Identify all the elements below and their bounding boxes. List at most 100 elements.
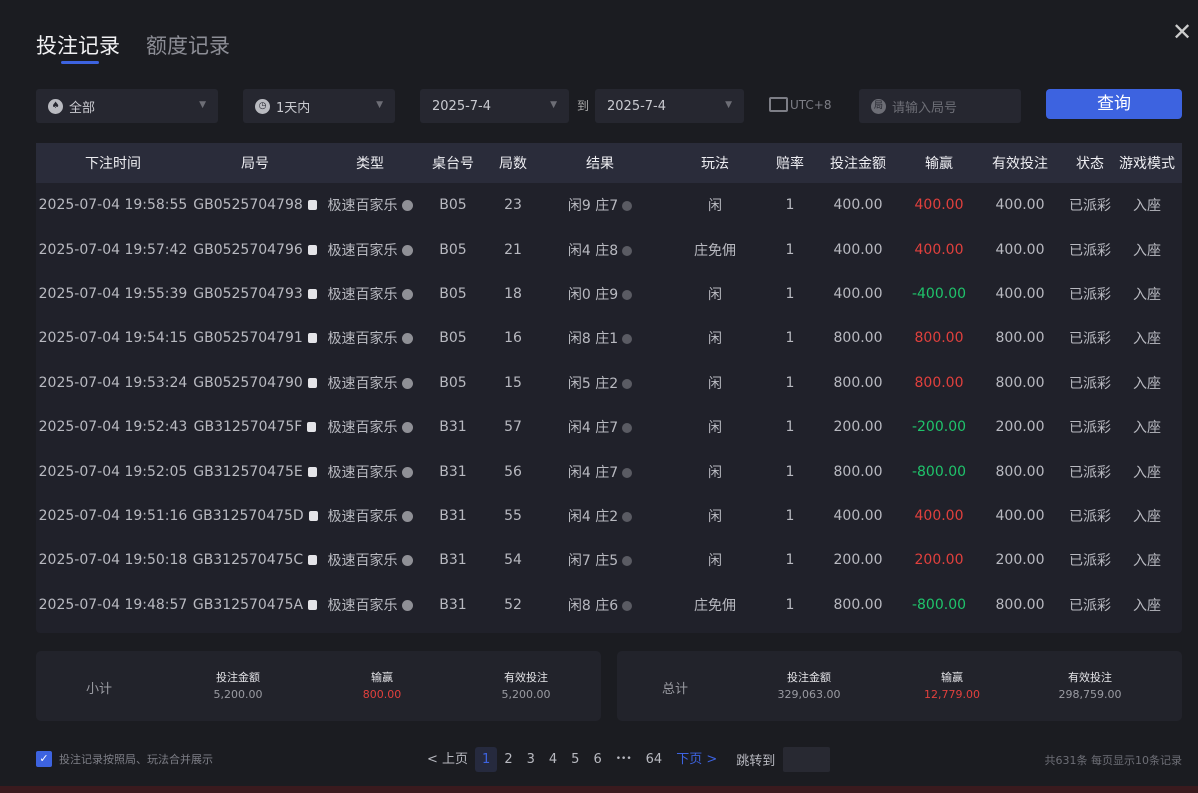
cell-text: 800.00 xyxy=(833,596,883,613)
copy-icon[interactable] xyxy=(308,555,318,566)
timezone-label: UTC+8 xyxy=(790,97,832,112)
cell-text: 1 xyxy=(785,596,795,613)
cell-12: 入座 xyxy=(1112,227,1182,271)
cell-12: 入座 xyxy=(1112,583,1182,627)
page-button[interactable]: 5 xyxy=(571,752,580,767)
cell-6: 闲 xyxy=(660,361,770,405)
chevron-down-icon: ▼ xyxy=(725,100,732,110)
prev-page-button[interactable]: < 上页 xyxy=(427,752,469,767)
page-button[interactable]: 1 xyxy=(475,747,498,772)
next-page-button[interactable]: 下页 > xyxy=(676,752,718,767)
copy-icon[interactable] xyxy=(307,333,317,344)
copy-icon[interactable] xyxy=(307,422,317,433)
cell-9: -400.00 xyxy=(906,272,972,316)
copy-icon[interactable] xyxy=(307,288,317,299)
result-info-icon[interactable] xyxy=(622,423,633,434)
cell-11: 已派彩 xyxy=(1068,316,1112,360)
game-info-icon[interactable] xyxy=(401,244,413,256)
copy-icon[interactable] xyxy=(308,599,318,610)
chevron-down-icon: ▼ xyxy=(199,100,206,110)
cell-text: B31 xyxy=(439,552,467,569)
cell-12: 入座 xyxy=(1112,405,1182,449)
jump-page-input[interactable] xyxy=(783,747,831,772)
cell-text: B31 xyxy=(439,596,467,613)
copy-icon[interactable] xyxy=(307,466,317,477)
timezone: UTC+8 xyxy=(769,97,831,112)
result-info-icon[interactable] xyxy=(622,245,633,256)
tab-bet-records[interactable]: 投注记录 xyxy=(36,30,120,64)
cell-5: 闲4 庄7 xyxy=(540,405,660,449)
result-info-icon[interactable] xyxy=(622,289,633,300)
cell-text: 1 xyxy=(785,330,795,347)
cell-5: 闲8 庄6 xyxy=(540,583,660,627)
cell-text: GB312570475C xyxy=(192,552,304,569)
total-bet-label: 投注金额 xyxy=(787,671,831,684)
page-button[interactable]: 3 xyxy=(526,752,535,767)
result-info-icon[interactable] xyxy=(622,378,633,389)
game-info-icon[interactable] xyxy=(401,377,413,389)
record-summary: 共631条 每页显示10条记录 xyxy=(1044,754,1183,767)
result-info-icon[interactable] xyxy=(622,511,633,522)
tab-credit-records[interactable]: 额度记录 xyxy=(146,34,230,58)
page-button[interactable]: 64 xyxy=(645,752,663,767)
range-select-value: 1天内 xyxy=(276,100,311,116)
game-info-icon[interactable] xyxy=(401,555,413,567)
cell-text: 入座 xyxy=(1133,331,1161,348)
cell-text: 极速百家乐 xyxy=(327,597,398,614)
game-info-icon[interactable] xyxy=(401,200,413,212)
game-info-icon[interactable] xyxy=(401,466,413,478)
game-select[interactable]: ♠ 全部 ▼ xyxy=(36,89,218,123)
range-select[interactable]: ◷ 1天内 ▼ xyxy=(243,89,395,123)
copy-icon[interactable] xyxy=(308,510,318,521)
copy-icon[interactable] xyxy=(307,377,317,388)
cell-text: 1 xyxy=(785,374,795,391)
cell-3: B05 xyxy=(420,227,486,271)
cell-10: 800.00 xyxy=(972,361,1068,405)
cell-text: 闲 xyxy=(708,375,722,392)
round-input[interactable]: 局请输入局号 xyxy=(859,89,1021,123)
cell-8: 400.00 xyxy=(810,227,906,271)
cell-6: 闲 xyxy=(660,494,770,538)
page-button[interactable]: ••• xyxy=(615,754,632,764)
result-info-icon[interactable] xyxy=(622,334,633,345)
cell-text: 已派彩 xyxy=(1069,508,1111,525)
result-info-icon[interactable] xyxy=(622,467,633,478)
merge-checkbox-label[interactable]: 投注记录按照局、玩法合并展示 xyxy=(59,753,213,766)
game-info-icon[interactable] xyxy=(401,333,413,345)
result-info-icon[interactable] xyxy=(622,201,633,212)
cell-2: 极速百家乐 xyxy=(320,449,420,493)
column-header: 桌台号 xyxy=(432,156,474,172)
cell-11: 已派彩 xyxy=(1068,361,1112,405)
game-info-icon[interactable] xyxy=(401,599,413,611)
date-to-select[interactable]: 2025-7-4 ▼ xyxy=(595,89,744,123)
query-button[interactable]: 查询 xyxy=(1046,89,1182,119)
result-info-icon[interactable] xyxy=(622,556,633,567)
game-info-icon[interactable] xyxy=(401,288,413,300)
copy-icon[interactable] xyxy=(307,200,317,211)
game-info-icon[interactable] xyxy=(401,510,413,522)
total-win-label: 输赢 xyxy=(941,671,963,684)
merge-checkbox[interactable]: ✓ xyxy=(36,751,52,767)
cell-7: 1 xyxy=(770,227,810,271)
cell-text: 已派彩 xyxy=(1069,420,1111,437)
total-win: 12,779.00 xyxy=(924,688,980,701)
page-button[interactable]: 6 xyxy=(593,752,602,767)
result-info-icon[interactable] xyxy=(622,600,633,611)
cell-text: 闲8 庄6 xyxy=(567,597,619,614)
page-button[interactable]: 4 xyxy=(548,752,558,767)
cell-10: 800.00 xyxy=(972,449,1068,493)
cell-text: 800.00 xyxy=(995,330,1045,347)
table-row: 2025-07-04 19:52:05 GB312570475E 极速百家乐 B31 5… xyxy=(36,449,1182,493)
game-info-icon[interactable] xyxy=(401,422,413,434)
cell-text: 已派彩 xyxy=(1069,597,1111,614)
cell-5: 闲4 庄8 xyxy=(540,227,660,271)
copy-icon[interactable] xyxy=(307,244,317,255)
date-from-select[interactable]: 2025-7-4 ▼ xyxy=(420,89,569,123)
cell-text: 800.00 xyxy=(833,463,883,480)
cell-4: 56 xyxy=(486,449,540,493)
page-button[interactable]: 2 xyxy=(504,752,513,767)
cell-9: 400.00 xyxy=(906,227,972,271)
close-icon[interactable]: ✕ xyxy=(1172,18,1193,46)
cell-8: 800.00 xyxy=(810,583,906,627)
cell-text: B05 xyxy=(439,197,467,214)
